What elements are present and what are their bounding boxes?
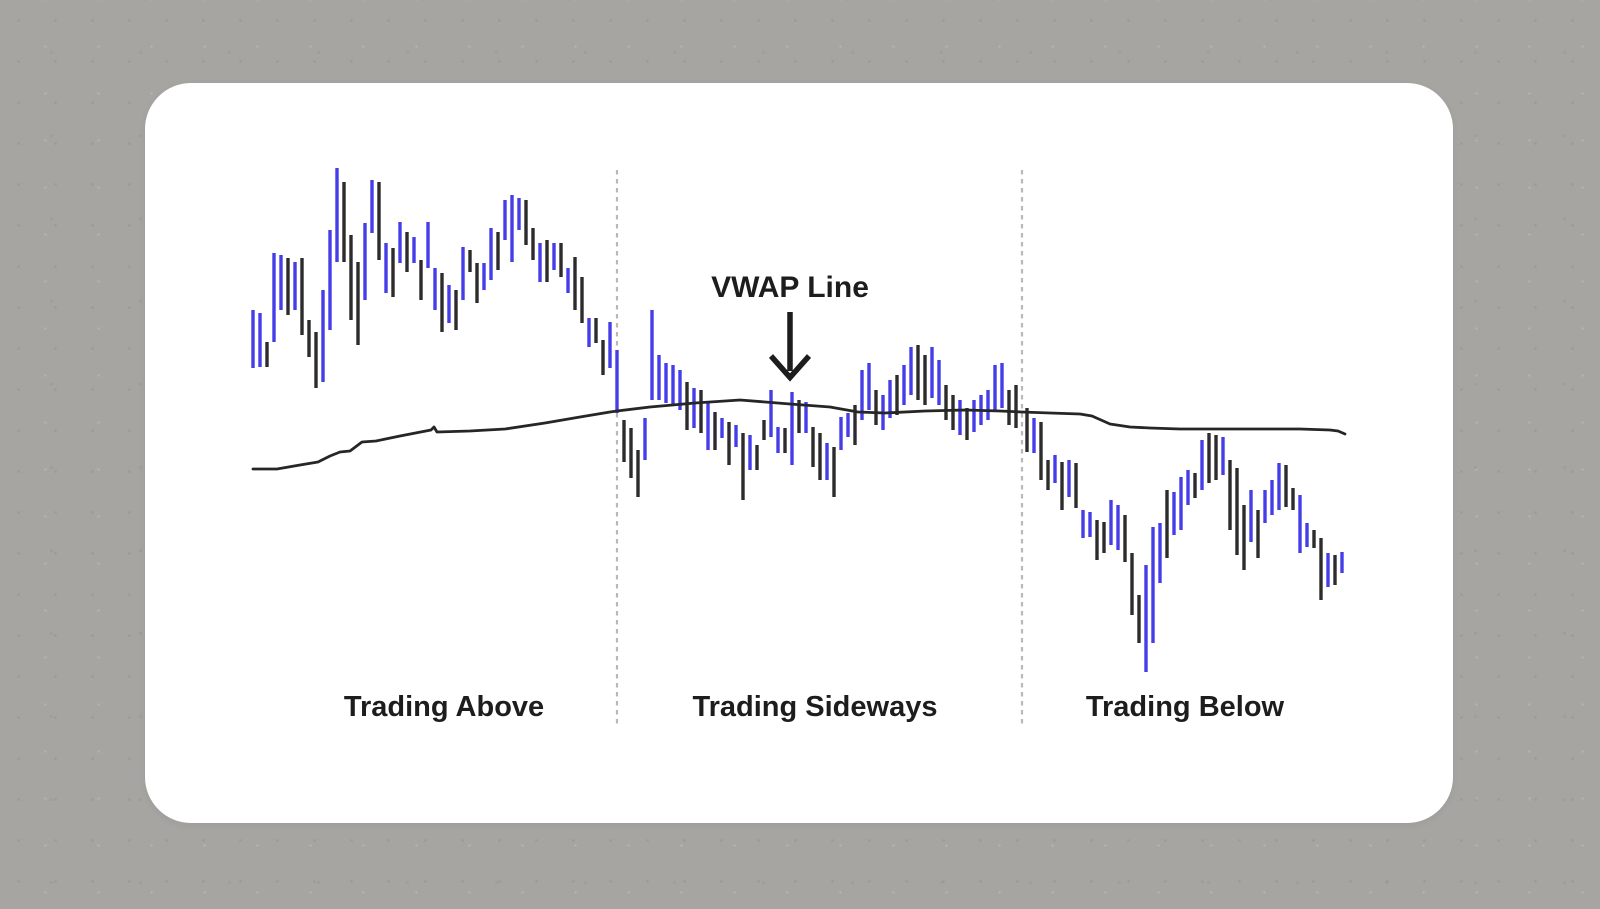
arrow-down-icon <box>768 312 812 382</box>
vwap-line-label: VWAP Line <box>711 271 869 304</box>
section-label: Trading Above <box>344 691 544 723</box>
section-label: Trading Below <box>1086 691 1285 723</box>
section-label: Trading Sideways <box>693 691 938 723</box>
vwap-line <box>251 398 1347 471</box>
chart-card <box>145 83 1453 823</box>
vwap-annotation: VWAP Line <box>711 271 869 382</box>
section-labels: Trading Above Trading Sideways Trading Bel… <box>344 691 1285 723</box>
section-divider-lines <box>615 170 1024 726</box>
price-bars <box>251 168 1344 672</box>
